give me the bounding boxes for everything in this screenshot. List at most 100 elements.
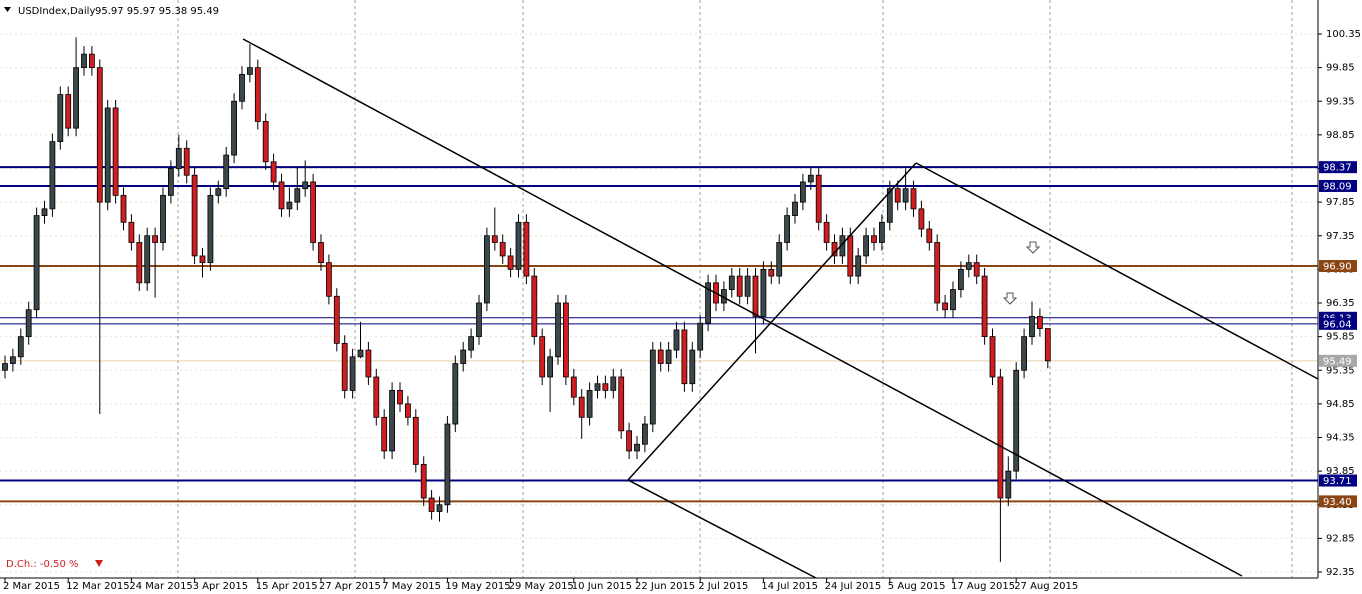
x-tick-label: 5 Aug 2015 (888, 581, 946, 592)
x-tick-label: 22 Jun 2015 (635, 581, 695, 592)
candle-body (223, 154, 230, 190)
x-tick-label: 12 Mar 2015 (66, 581, 129, 592)
candle-body (563, 302, 569, 378)
candle-body (57, 94, 64, 143)
candle-body (973, 262, 980, 277)
candle-body (800, 181, 806, 203)
candle-body (468, 336, 475, 351)
level-label: 95.49 (1323, 356, 1352, 367)
candle-body (997, 376, 1004, 499)
candle-body (183, 147, 190, 176)
candle-body (760, 268, 767, 317)
candle-body (634, 443, 640, 452)
candle-body (768, 268, 775, 277)
x-tick-label: 2 Mar 2015 (3, 581, 60, 592)
candle-body (325, 262, 332, 297)
level-label: 96.90 (1323, 262, 1352, 273)
y-tick-label: 97.35 (1326, 231, 1355, 242)
candle-body (642, 423, 648, 445)
candle-body (665, 349, 672, 364)
y-tick-label: 92.85 (1326, 533, 1355, 544)
candle-body (215, 188, 222, 196)
candle-body (578, 396, 585, 418)
candle-body (918, 208, 925, 230)
candle-body (515, 221, 522, 270)
candle-body (602, 383, 609, 391)
candle-body (555, 302, 561, 358)
candle-body (389, 390, 396, 452)
candle-body (483, 235, 490, 304)
candle-body (120, 194, 127, 223)
candle-body (958, 268, 964, 290)
candle-body (879, 221, 885, 243)
candle-body (689, 349, 696, 385)
candle-body (847, 235, 854, 277)
candle-body (626, 430, 632, 452)
level-label-box (1319, 179, 1357, 192)
candle-body (681, 329, 688, 385)
candle-body (855, 255, 862, 277)
candle-body (894, 188, 901, 203)
candle-body (9, 356, 16, 364)
candle-body (333, 295, 340, 344)
level-label-box (1319, 260, 1357, 273)
candle-body (728, 275, 735, 290)
levels (0, 166, 1318, 503)
candle-body (278, 181, 285, 210)
y-tick-label: 97.85 (1326, 197, 1355, 208)
x-tick-label: 10 Jun 2015 (572, 581, 632, 592)
candle-body (444, 423, 451, 506)
candle-body (199, 255, 206, 264)
candle-body (286, 201, 293, 210)
candle-body (152, 235, 159, 243)
y-tick-label: 98.85 (1326, 130, 1355, 141)
x-tick-label: 24 Mar 2015 (129, 581, 192, 592)
candle-body (705, 282, 711, 324)
candle-body (594, 383, 601, 391)
y-tick-label: 95.35 (1326, 365, 1355, 376)
level-label-box (1319, 317, 1357, 330)
candle-body (871, 235, 877, 243)
axes: 100.3599.8599.3598.8598.3597.8597.3596.8… (3, 29, 1361, 592)
candle-body (341, 342, 348, 391)
candle-body (784, 215, 790, 243)
candle-body (910, 188, 917, 210)
y-tick-label: 100.35 (1326, 29, 1361, 40)
candle-body (420, 463, 427, 499)
candle-body (310, 181, 317, 243)
x-tick-label: 3 Apr 2015 (193, 581, 248, 592)
candle-body (863, 235, 869, 257)
x-tick-label: 27 Apr 2015 (319, 581, 381, 592)
candle-body (349, 356, 356, 391)
candle-body (96, 67, 103, 203)
candle-body (33, 215, 40, 311)
candle-body (1044, 328, 1051, 362)
candle-body (373, 376, 380, 418)
candle-body (412, 416, 419, 465)
candle-body (175, 147, 182, 169)
candle-body (673, 329, 680, 351)
candle-body (547, 356, 553, 378)
daily-change: D.Ch.: -0.50 % (6, 559, 78, 570)
candle-body (981, 275, 988, 338)
y-tick-label: 92.35 (1326, 567, 1355, 578)
candle-body (81, 53, 87, 69)
y-tick-label: 94.35 (1326, 433, 1355, 444)
x-tick-label: 27 Aug 2015 (1014, 581, 1078, 592)
candle-body (1005, 470, 1012, 499)
level-label: 96.04 (1323, 319, 1352, 330)
candle-body (294, 188, 301, 203)
candle-body (365, 349, 372, 378)
month-separators (177, 0, 1293, 578)
level-label-box (1319, 474, 1357, 487)
candle-body (807, 174, 814, 183)
candle-body (942, 302, 948, 311)
candle-body (302, 181, 309, 190)
level-label: 98.09 (1323, 181, 1352, 192)
candle-body (167, 168, 174, 196)
candle-body (531, 275, 538, 338)
candle-body (618, 376, 625, 432)
y-tick-label: 96.35 (1326, 298, 1355, 309)
